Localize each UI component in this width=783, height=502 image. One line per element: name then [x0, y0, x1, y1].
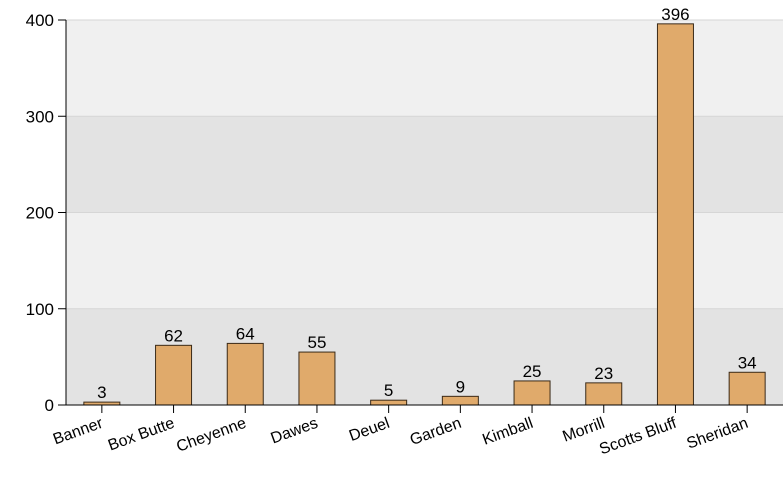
data-label: 64	[236, 324, 255, 343]
y-tick-label: 400	[26, 11, 54, 30]
y-tick-label: 200	[26, 204, 54, 223]
data-label: 5	[384, 381, 393, 400]
data-label: 3	[97, 383, 106, 402]
data-label: 25	[523, 362, 542, 381]
data-label: 9	[456, 377, 465, 396]
bar	[298, 351, 336, 406]
bar	[155, 344, 193, 406]
bar	[441, 395, 479, 406]
x-tick-label: Garden	[408, 415, 464, 449]
x-tick-label: Cheyenne	[174, 415, 248, 456]
bar	[728, 371, 766, 406]
bar	[370, 399, 408, 406]
bar	[585, 382, 623, 406]
y-tick-label: 300	[26, 107, 54, 126]
x-tick-label: Scotts Bluff	[597, 415, 679, 459]
data-label: 396	[661, 5, 689, 24]
data-label: 23	[594, 364, 613, 383]
y-axis-ticks: 0 100 200 300 400	[26, 11, 66, 415]
data-label: 62	[164, 326, 183, 345]
data-label: 55	[307, 333, 326, 352]
x-tick-label: Sheridan	[685, 415, 751, 453]
bar	[226, 342, 264, 406]
x-tick-label: Deuel	[347, 415, 392, 445]
bar	[656, 23, 694, 406]
y-tick-label: 0	[45, 396, 54, 415]
x-tick-label: Kimball	[480, 415, 535, 449]
x-tick-label: Banner	[51, 415, 106, 449]
x-tick-label: Dawes	[269, 415, 321, 448]
y-tick-label: 100	[26, 300, 54, 319]
data-label: 34	[738, 353, 757, 372]
bar	[513, 380, 551, 406]
x-tick-label: Box Butte	[106, 415, 177, 455]
